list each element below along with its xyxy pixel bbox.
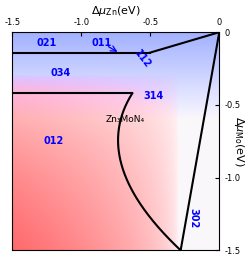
Text: 314: 314	[143, 91, 163, 101]
Y-axis label: $\Delta\mu_{\rm Mo}$(eV): $\Delta\mu_{\rm Mo}$(eV)	[232, 116, 246, 167]
Text: 112: 112	[132, 48, 153, 70]
Text: Zn₃MoN₄: Zn₃MoN₄	[106, 115, 145, 124]
Text: 021: 021	[36, 38, 57, 48]
Text: 012: 012	[44, 136, 64, 146]
Text: 011: 011	[92, 38, 112, 48]
Text: 034: 034	[50, 68, 71, 78]
Text: 302: 302	[188, 208, 198, 229]
X-axis label: $\Delta\mu_{\rm Zn}$(eV): $\Delta\mu_{\rm Zn}$(eV)	[91, 4, 140, 18]
